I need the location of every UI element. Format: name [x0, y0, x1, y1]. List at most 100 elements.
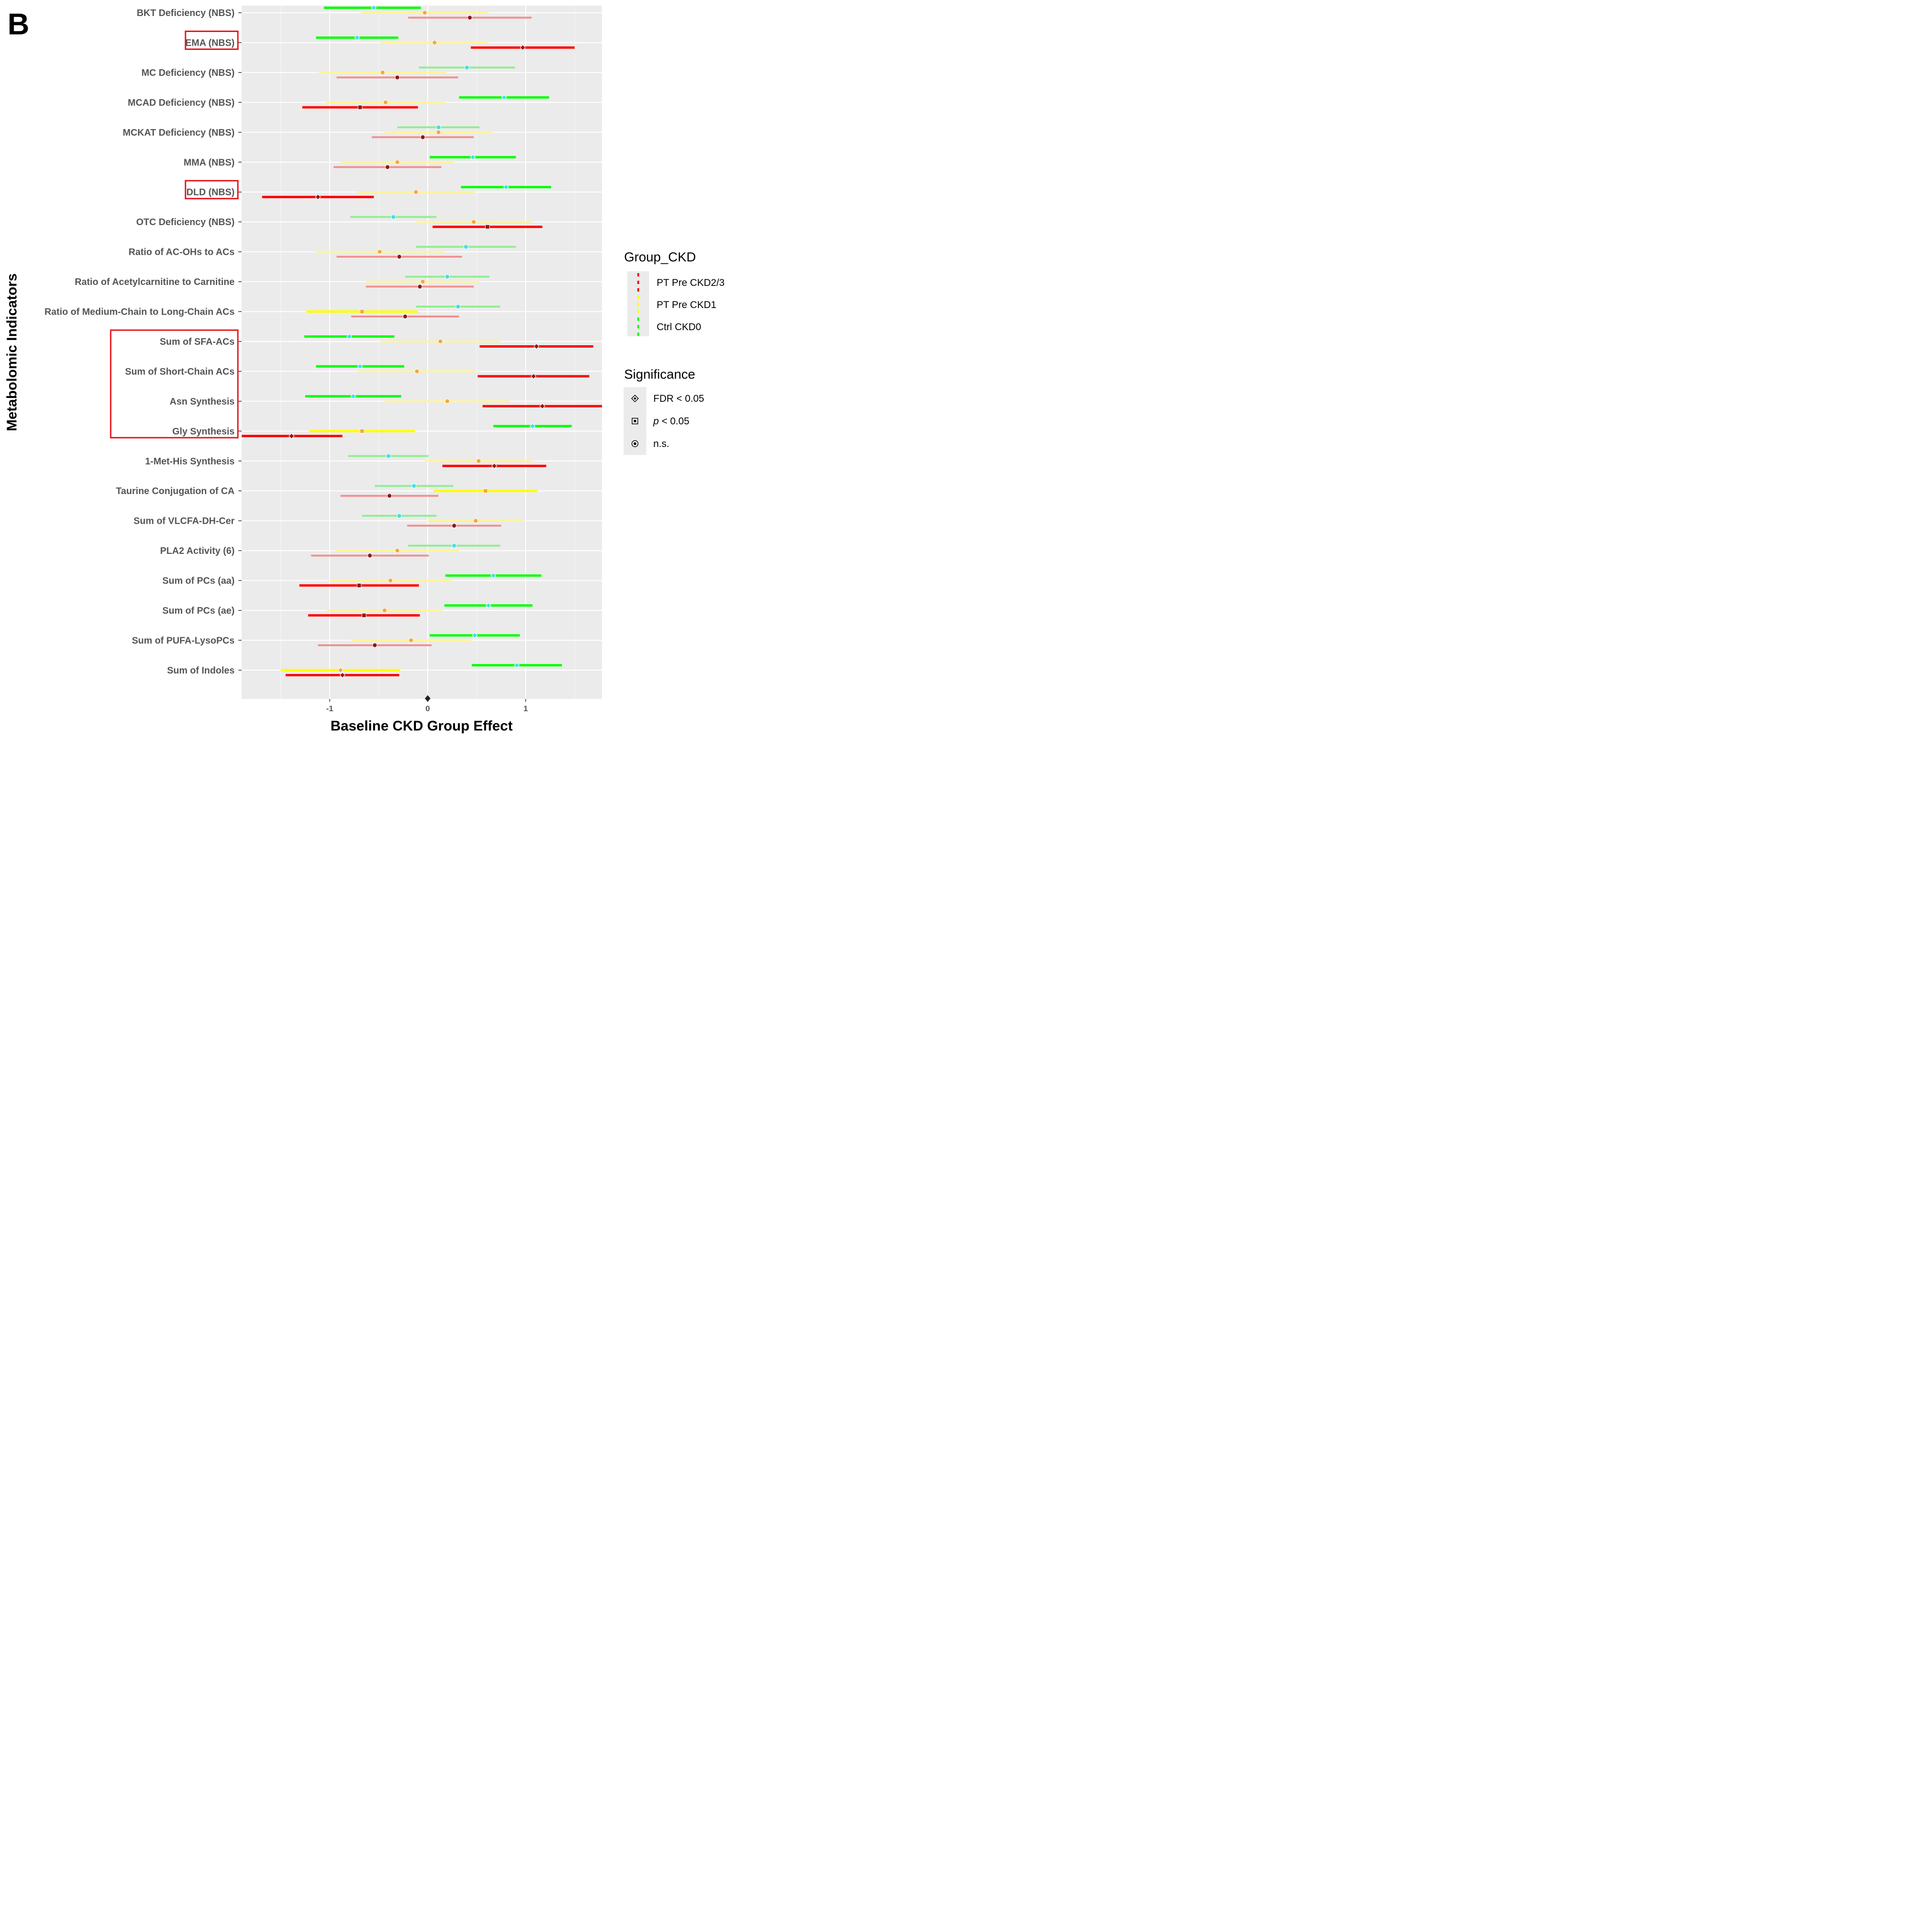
point-estimate: [476, 458, 481, 463]
significance-label-italic: p: [653, 416, 659, 427]
point-estimate: [354, 34, 360, 41]
point-estimate: [483, 488, 488, 494]
y-tick-label: MMA (NBS): [184, 157, 235, 168]
point-estimate: [288, 433, 295, 439]
point-estimate: [467, 15, 472, 20]
significance-legend-label: n.s.: [653, 438, 669, 449]
point-estimate: [436, 125, 441, 130]
point-estimate: [339, 672, 346, 678]
significance-legend-label: p < 0.05: [653, 416, 690, 427]
point-estimate: [463, 244, 469, 250]
point-estimate: [357, 363, 363, 370]
y-tick-label: EMA (NBS): [185, 38, 235, 48]
x-axis-title: Baseline CKD Group Effect: [331, 718, 513, 734]
point-estimate: [357, 583, 362, 588]
point-estimate: [402, 314, 408, 319]
point-estimate: [350, 393, 357, 399]
y-tick-label: Ratio of Medium-Chain to Long-Chain ACs: [44, 307, 235, 317]
significance-legend-title: Significance: [624, 367, 695, 382]
x-tick-label: 1: [523, 704, 528, 713]
point-estimate: [533, 343, 540, 349]
point-estimate: [395, 548, 400, 553]
point-estimate: [436, 130, 441, 135]
group-legend-label: Ctrl CKD0: [657, 322, 701, 333]
y-tick-label: MCKAT Deficiency (NBS): [123, 128, 235, 138]
y-tick-label: Sum of PCs (aa): [163, 576, 235, 586]
point-estimate: [367, 553, 373, 558]
point-estimate: [471, 219, 476, 225]
point-estimate: [432, 40, 437, 45]
point-estimate: [413, 189, 419, 195]
point-estimate: [387, 493, 392, 498]
point-estimate: [383, 100, 388, 105]
y-tick-label: 1-Met-His Synthesis: [145, 456, 235, 467]
point-estimate: [380, 70, 385, 75]
point-estimate: [414, 369, 420, 374]
y-tick-label: Sum of PCs (ae): [163, 606, 235, 616]
point-estimate: [445, 274, 450, 279]
point-estimate: [472, 632, 478, 639]
panel-letter: B: [8, 7, 29, 41]
point-estimate: [371, 5, 377, 11]
significance-key-core: [634, 442, 636, 445]
point-estimate: [422, 10, 427, 16]
point-estimate: [359, 429, 365, 434]
group-legend-label: PT Pre CKD2/3: [657, 277, 724, 288]
highlight-boxes: [110, 30, 239, 438]
point-estimate: [395, 160, 400, 165]
point-estimate: [514, 662, 520, 668]
point-estimate: [529, 423, 536, 430]
point-estimate: [358, 105, 363, 110]
point-estimate: [420, 135, 425, 140]
point-estimate: [455, 304, 461, 309]
point-estimate: [388, 578, 393, 583]
y-tick-label: Asn Synthesis: [170, 397, 235, 407]
point-estimate: [372, 642, 377, 648]
point-estimate: [438, 339, 443, 344]
significance-legend-label: FDR < 0.05: [653, 393, 704, 404]
y-tick-label: Taurine Conjugation of CA: [116, 486, 235, 496]
x-axis-ticks: -1 0 1: [326, 699, 528, 713]
y-tick-label: Gly Synthesis: [172, 426, 235, 437]
significance-key-core: [634, 420, 636, 422]
group-legend: PT Pre CKD2/3 PT Pre CKD1 Ctrl CKD0: [637, 273, 724, 336]
x-tick-label: 0: [425, 704, 430, 713]
point-estimates: [288, 5, 545, 678]
y-tick-label: Sum of Indoles: [167, 666, 235, 676]
point-estimate: [420, 279, 425, 284]
minor-gridlines: [280, 6, 575, 699]
point-estimate: [359, 309, 365, 314]
group-legend-title: Group_CKD: [624, 250, 696, 264]
point-estimate: [470, 154, 476, 160]
point-estimate: [539, 403, 545, 409]
forest-plot-figure: B BKT Deficiency (NBS) EMA (NBS) MC Defici…: [4, 5, 724, 734]
point-estimate: [397, 513, 402, 519]
point-estimate: [377, 249, 382, 254]
plot-panel: [242, 6, 602, 699]
significance-label-rest: < 0.05: [659, 416, 690, 427]
point-estimate: [503, 184, 509, 190]
y-tick-label: DLD (NBS): [187, 187, 235, 198]
point-estimate: [501, 94, 507, 101]
y-tick-label: MCAD Deficiency (NBS): [128, 97, 235, 108]
point-estimate: [411, 483, 417, 488]
point-estimate: [361, 613, 366, 618]
point-estimate: [485, 602, 492, 609]
point-estimate: [386, 454, 391, 459]
y-axis-labels: BKT Deficiency (NBS) EMA (NBS) MC Deficien…: [44, 8, 242, 676]
x-tick-label: -1: [326, 704, 333, 713]
y-tick-label: Sum of VLCFA-DH-Cer: [134, 516, 235, 527]
point-estimate: [417, 284, 423, 289]
highlight-box: [110, 329, 239, 438]
point-estimate: [346, 333, 352, 340]
highlight-box: [185, 30, 239, 50]
point-estimate: [395, 75, 400, 80]
point-estimate: [385, 164, 390, 170]
point-estimate: [445, 398, 450, 404]
point-estimate: [473, 518, 479, 523]
point-estimate: [397, 254, 402, 260]
y-tick-label: Ratio of AC-OHs to ACs: [129, 247, 235, 258]
point-estimate: [485, 224, 490, 229]
point-estimate: [520, 44, 526, 51]
significance-key-core: [634, 397, 636, 400]
